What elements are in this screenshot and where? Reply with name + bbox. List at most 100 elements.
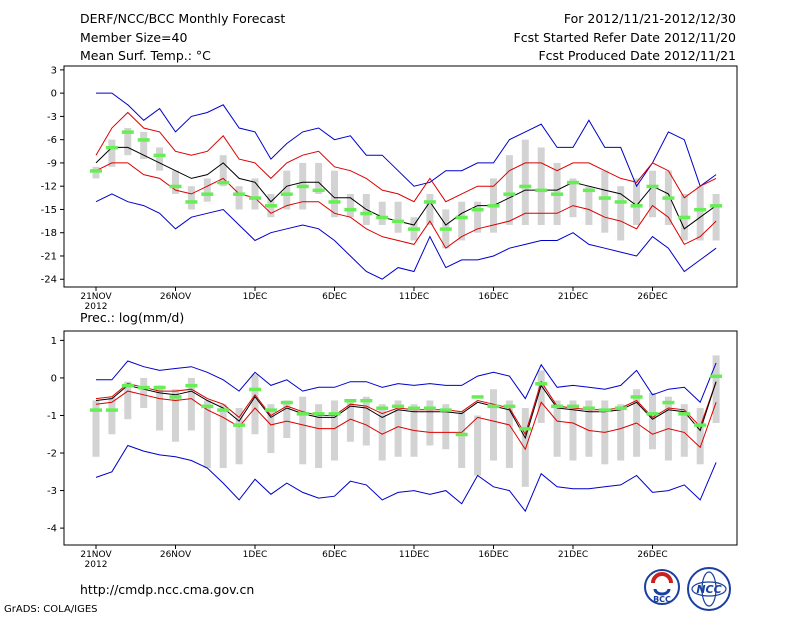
temp-spread-box	[251, 178, 259, 210]
temp-median-marker	[105, 145, 118, 150]
source-url[interactable]: http://cmdp.ncc.cma.gov.cn	[80, 582, 255, 597]
temp-spread-box	[140, 131, 148, 160]
temp-spread-box	[315, 162, 323, 194]
temp-spread-box	[172, 170, 179, 194]
temp-median-marker	[503, 192, 516, 196]
temp-median-marker	[551, 192, 564, 196]
temp-spread-box	[283, 170, 291, 210]
precip-spread-box	[569, 400, 577, 461]
precip-x-tick-label: 21DEC	[558, 550, 588, 560]
temp-median-marker	[249, 196, 261, 200]
precip-spread-box	[172, 389, 179, 442]
temp-spread-box	[219, 155, 227, 187]
precip-spread-box	[251, 374, 259, 435]
temp-median-marker	[487, 204, 500, 208]
temp-median-marker	[296, 184, 309, 189]
temp-median-marker	[185, 200, 198, 204]
precip-spread-box	[585, 400, 593, 457]
precip-spread-box	[617, 404, 625, 461]
bcc-logo-text: BCC	[653, 595, 671, 604]
temp-spread-box	[696, 186, 704, 241]
precip-spread-box	[378, 404, 386, 461]
temp-series-upper	[95, 111, 717, 203]
bcc-logo: BCC	[644, 569, 680, 605]
precip-x-tick-label: 26DEC	[637, 550, 667, 560]
precip-median-marker	[487, 404, 500, 409]
precip-median-marker	[328, 412, 341, 416]
temp-spread-box	[649, 170, 656, 218]
precip-x-tick-label: 11DEC	[399, 550, 429, 560]
precip-median-marker	[503, 404, 516, 409]
temp-spread-box	[331, 170, 338, 218]
precip-spread-box	[315, 404, 323, 469]
temp-spread-box	[585, 186, 593, 225]
temp-spread-box	[712, 193, 720, 241]
temp-series-ensemble-max	[96, 92, 717, 188]
temp-median-marker	[137, 138, 150, 142]
temp-median-marker	[471, 207, 484, 212]
temp-y-tick-label: -9	[47, 158, 57, 169]
precip-spread-box	[140, 377, 148, 408]
precip-spread-box	[490, 389, 497, 461]
precip-spread-box	[442, 404, 450, 450]
temp-y-tick-label: 0	[51, 89, 57, 100]
temp-y-tick-label: -6	[47, 135, 57, 146]
temp-spread-box	[474, 201, 482, 233]
precip-median-marker	[280, 400, 293, 405]
precip-median-marker	[710, 374, 723, 379]
temp-plot-frame	[63, 65, 738, 288]
temp-y-tick-label: -24	[41, 275, 57, 286]
precip-x-tick-label: 1DEC	[243, 550, 268, 560]
precip-median-marker	[535, 382, 548, 386]
precip-spread-box	[394, 400, 402, 457]
precip-x-tick-label: 26NOV	[160, 550, 192, 560]
precip-spread-box	[505, 400, 513, 469]
precip-spread-box	[187, 377, 195, 431]
precip-spread-box	[108, 396, 116, 435]
precip-spread-box	[712, 355, 720, 423]
temp-median-marker	[392, 219, 405, 224]
temp-median-marker	[169, 184, 182, 189]
temp-median-marker	[567, 180, 579, 185]
precip-median-marker	[249, 387, 261, 392]
precip-series-ensemble-min	[95, 444, 717, 513]
temp-spread-box	[124, 128, 132, 156]
precip-median-marker	[137, 385, 150, 390]
temp-x-tick-label: 26DEC	[637, 292, 667, 302]
precip-median-marker	[646, 412, 659, 416]
temp-spread-box	[108, 139, 116, 167]
precip-median-marker	[519, 427, 532, 431]
temp-median-marker	[423, 200, 436, 204]
temp-spread-box	[235, 186, 243, 210]
temp-median-marker	[328, 200, 341, 204]
temp-spread-box	[521, 139, 529, 225]
precip-series-mean	[95, 381, 717, 440]
ncc-logo-text: NCC	[696, 583, 721, 596]
precip-spread-box	[521, 407, 529, 487]
precip-spread-box	[362, 396, 370, 446]
precip-median-marker	[169, 395, 182, 399]
precip-spread-box	[92, 400, 100, 457]
precip-median-marker	[185, 383, 198, 388]
temp-median-marker	[678, 215, 691, 220]
precip-panel-title: Prec.: log(mm/d)	[80, 310, 184, 325]
precip-median-marker	[90, 408, 102, 412]
temp-median-marker	[439, 227, 452, 231]
temp-y-tick-label: 3	[51, 65, 57, 76]
precip-median-marker	[662, 400, 675, 405]
precip-spread-box	[219, 404, 227, 469]
temp-median-marker	[646, 184, 659, 189]
temp-median-marker	[519, 184, 532, 189]
forecast-start-date: Fcst Started Refer Date 2012/11/20	[513, 30, 737, 45]
temp-spread-box	[617, 186, 625, 241]
precip-median-marker	[121, 383, 134, 388]
temp-series-lower	[95, 162, 717, 249]
precip-median-marker	[567, 404, 579, 409]
temp-x-tick-label: 21NOV	[80, 292, 112, 302]
precip-y-tick-label: -4	[47, 524, 57, 535]
precip-spread-box	[331, 400, 338, 461]
precip-spread-box	[203, 400, 211, 469]
precip-median-marker	[217, 408, 230, 412]
precip-median-marker	[598, 408, 611, 412]
temp-median-marker	[598, 196, 611, 200]
